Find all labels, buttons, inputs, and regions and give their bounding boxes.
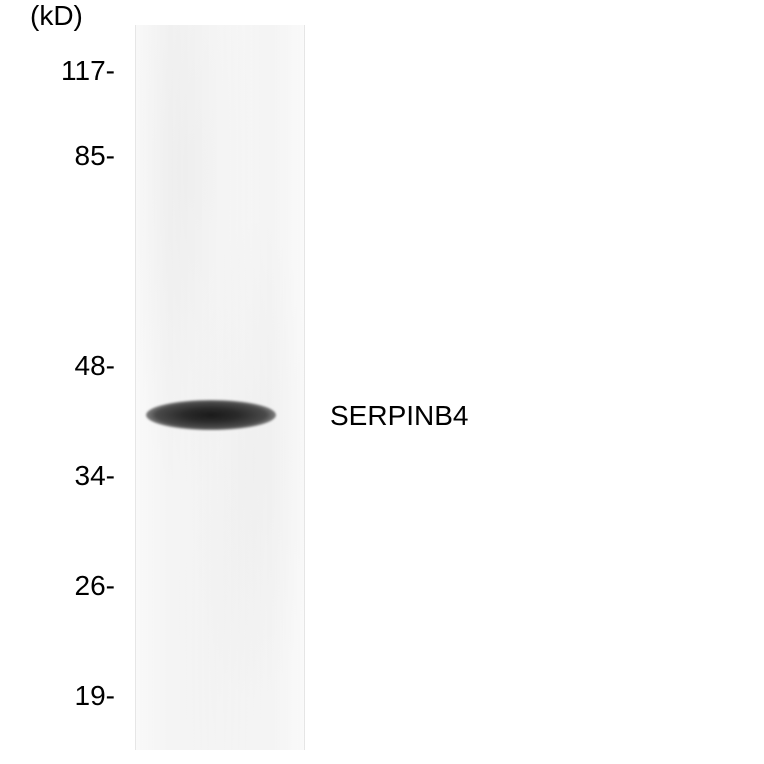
protein-band-serpinb4 <box>146 400 276 430</box>
western-blot-image: (kD) 117- 85- 48- 34- 26- 19- SERPINB4 <box>0 0 764 764</box>
protein-label: SERPINB4 <box>330 400 469 432</box>
blot-lane <box>135 25 305 750</box>
marker-19: 19- <box>75 680 115 712</box>
unit-label: (kD) <box>30 0 83 32</box>
marker-26: 26- <box>75 570 115 602</box>
marker-85: 85- <box>75 140 115 172</box>
marker-117: 117- <box>61 55 115 87</box>
marker-34: 34- <box>75 460 115 492</box>
marker-48: 48- <box>75 350 115 382</box>
